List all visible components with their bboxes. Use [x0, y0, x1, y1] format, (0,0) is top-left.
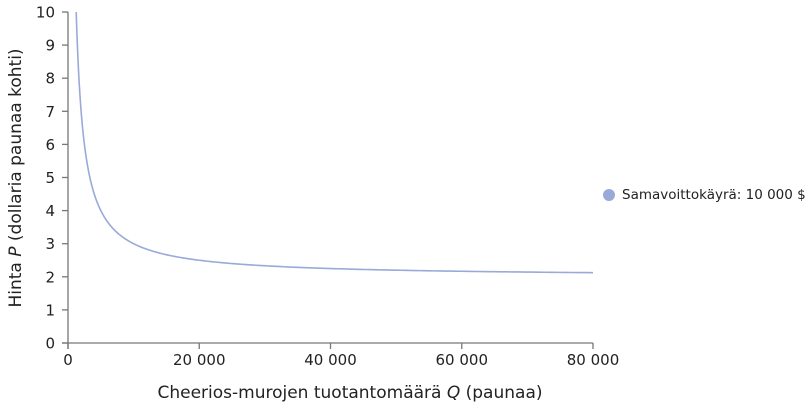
- x-axis: 0 20 000 40 000 60 000 80 000: [62, 342, 620, 369]
- y-axis-title: Hinta P (dollaria paunaa kohti): [6, 48, 26, 307]
- y-tick-label: 2: [45, 268, 55, 286]
- y-tick-label: 10: [36, 4, 55, 22]
- y-tick-label: 0: [45, 335, 55, 353]
- y-tick-label: 3: [45, 235, 55, 253]
- y-tick-label: 1: [45, 301, 55, 319]
- x-tick-label: 20 000: [173, 351, 226, 369]
- legend-marker-icon: [603, 189, 615, 201]
- x-tick-label: 0: [63, 351, 73, 369]
- y-tick-label: 5: [45, 169, 55, 187]
- y-tick-label: 9: [45, 37, 55, 55]
- legend-label: Samavoittokäyrä: 10 000 $: [622, 187, 806, 203]
- legend: Samavoittokäyrä: 10 000 $: [603, 187, 806, 203]
- x-tick-label: 40 000: [304, 351, 357, 369]
- x-axis-title: Cheerios-murojen tuotantomäärä Q (paunaa…: [157, 383, 542, 403]
- y-tick-label: 4: [45, 202, 55, 220]
- y-tick-label: 6: [45, 136, 55, 154]
- x-tick-label: 60 000: [436, 351, 489, 369]
- y-tick-label: 7: [45, 103, 55, 121]
- x-tick-label: 80 000: [567, 351, 620, 369]
- y-tick-label: 8: [45, 70, 55, 88]
- y-axis: 0 1 2 3 4 5 6 7 8 9 10: [36, 4, 69, 353]
- isoprofit-curve: [75, 11, 594, 274]
